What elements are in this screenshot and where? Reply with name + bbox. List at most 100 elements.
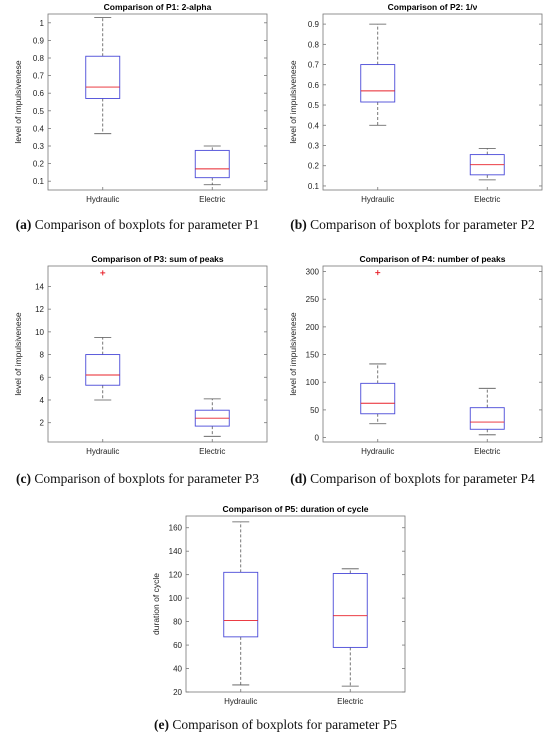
y-tick-label-p5: 80 [173, 618, 182, 627]
plot-frame-p1 [47, 13, 268, 191]
chart-panel-p5: Comparison of P5: duration of cycle 20 40 6… [138, 502, 413, 743]
y-tick-label-p5: 140 [169, 547, 183, 556]
y-tick-label-p1: 0.1 [33, 177, 45, 186]
chart-panel-p1: Comparison of P1: 2-alpha 0.1 0.2 0.3 0.4 0.5… [0, 0, 275, 243]
y-tick-label-p5: 100 [169, 594, 183, 603]
chart-panel-p2: Comparison of P2: 1/ν 0.1 0.2 0.3 0.4 0.5 0.6 0… [275, 0, 550, 243]
box-p2-hydraulic [360, 64, 396, 103]
plot-frame-p5 [185, 515, 406, 693]
box-p4-hydraulic [360, 382, 396, 415]
y-axis-label-p2: level of impulsivenese [288, 60, 298, 143]
y-tick-label-p5: 20 [173, 688, 182, 697]
y-tick-label-p3: 12 [35, 305, 44, 314]
y-tick-label-p4: 250 [306, 295, 320, 304]
y-axis-label-p3: level of impulsivenese [13, 312, 23, 395]
caption-p2: (b) Comparison of boxplots for parameter… [275, 217, 550, 233]
x-tick-label-p5: Electric [337, 697, 363, 706]
chart-title-p3: Comparison of P3: sum of peaks [91, 254, 224, 264]
y-tick-label-p1: 0.4 [33, 124, 45, 133]
chart-panel-p4: Comparison of P4: number of peaks 0 50 100 1… [275, 252, 550, 495]
caption-text-p5: Comparison of boxplots for parameter P5 [169, 717, 397, 732]
y-tick-label-p2: 0.9 [308, 20, 320, 29]
plot-frame-p3 [47, 265, 268, 443]
boxplot-p1: Comparison of P1: 2-alpha 0.1 0.2 0.3 0.4 0.5… [13, 2, 268, 204]
box-p3-hydraulic [85, 354, 121, 386]
boxplot-p5: Comparison of P5: duration of cycle 20 40 6… [151, 504, 406, 706]
x-tick-label-p2: Hydraulic [361, 195, 394, 204]
x-tick-label-p5: Hydraulic [224, 697, 257, 706]
chart-title-p1: Comparison of P1: 2-alpha [104, 2, 212, 12]
y-axis-label-p4: level of impulsivenese [288, 312, 298, 395]
chart-title-p5: Comparison of P5: duration of cycle [223, 504, 369, 514]
y-tick-label-p3: 2 [40, 419, 45, 428]
caption-p1: (a) Comparison of boxplots for parameter… [0, 217, 275, 233]
x-tick-label-p1: Electric [199, 195, 225, 204]
chart-title-p4: Comparison of P4: number of peaks [360, 254, 506, 264]
x-tick-label-p4: Electric [474, 447, 500, 456]
box-p4-electric [469, 407, 505, 430]
boxplot-p2: Comparison of P2: 1/ν 0.1 0.2 0.3 0.4 0.5 0.6 0… [288, 2, 543, 204]
caption-text-p1: Comparison of boxplots for parameter P1 [31, 217, 260, 232]
y-tick-label-p5: 120 [169, 571, 183, 580]
outlier-p3-hydraulic [100, 270, 106, 276]
x-tick-label-p3: Electric [199, 447, 225, 456]
y-tick-label-p4: 300 [306, 268, 320, 277]
caption-p3: (c) Comparison of boxplots for parameter… [0, 471, 275, 487]
y-tick-label-p3: 6 [40, 373, 45, 382]
y-tick-label-p4: 150 [306, 351, 320, 360]
y-tick-label-p5: 60 [173, 641, 182, 650]
y-tick-label-p2: 0.4 [308, 121, 320, 130]
y-tick-label-p1: 0.8 [33, 54, 45, 63]
y-tick-label-p4: 200 [306, 323, 320, 332]
y-tick-label-p2: 0.5 [308, 101, 320, 110]
y-tick-label-p1: 0.9 [33, 36, 45, 45]
y-tick-label-p1: 1 [40, 19, 45, 28]
caption-text-p3: Comparison of boxplots for parameter P3 [31, 471, 259, 486]
y-tick-label-p3: 4 [40, 396, 45, 405]
x-tick-label-p2: Electric [474, 195, 500, 204]
y-tick-label-p5: 40 [173, 665, 182, 674]
caption-p5: (e) Comparison of boxplots for parameter… [138, 717, 413, 733]
y-tick-label-p1: 0.7 [33, 72, 45, 81]
y-tick-label-p3: 10 [35, 328, 44, 337]
x-tick-label-p3: Hydraulic [86, 447, 119, 456]
caption-text-p4: Comparison of boxplots for parameter P4 [306, 471, 535, 486]
caption-p4: (d) Comparison of boxplots for parameter… [275, 471, 550, 487]
x-tick-label-p1: Hydraulic [86, 195, 119, 204]
y-axis-label-p1: level of impulsivenese [13, 60, 23, 143]
y-tick-label-p5: 160 [169, 524, 183, 533]
caption-text-p2: Comparison of boxplots for parameter P2 [306, 217, 535, 232]
y-tick-label-p1: 0.2 [33, 160, 45, 169]
plot-frame-p2 [322, 13, 543, 191]
plot-frame-p4 [322, 265, 543, 443]
chart-title-p2: Comparison of P2: 1/ν [388, 2, 478, 12]
y-tick-label-p1: 0.6 [33, 89, 45, 98]
boxplot-p4: Comparison of P4: number of peaks 0 50 100 1… [288, 254, 543, 456]
x-tick-label-p4: Hydraulic [361, 447, 394, 456]
y-tick-label-p1: 0.3 [33, 142, 45, 151]
chart-panel-p3: Comparison of P3: sum of peaks 2 4 6 8 10 12 14… [0, 252, 275, 495]
box-p5-electric [332, 573, 368, 648]
box-p1-hydraulic [85, 55, 121, 99]
caption-letter-p5: (e) [154, 717, 169, 732]
y-tick-label-p2: 0.2 [308, 162, 320, 171]
y-tick-label-p2: 0.6 [308, 81, 320, 90]
y-tick-label-p4: 0 [315, 434, 320, 443]
boxplot-p3: Comparison of P3: sum of peaks 2 4 6 8 10 12 14… [13, 254, 268, 456]
y-tick-label-p2: 0.7 [308, 61, 320, 70]
y-tick-label-p2: 0.1 [308, 182, 320, 191]
box-p5-hydraulic [223, 571, 259, 638]
caption-letter-p1: (a) [15, 217, 32, 232]
caption-letter-p3: (c) [16, 471, 31, 486]
y-tick-label-p2: 0.3 [308, 141, 320, 150]
caption-letter-p4: (d) [290, 471, 307, 486]
box-p1-electric [194, 149, 230, 179]
y-tick-label-p4: 100 [306, 378, 320, 387]
y-tick-label-p2: 0.8 [308, 40, 320, 49]
y-axis-label-p5: duration of cycle [151, 573, 161, 635]
y-tick-label-p3: 14 [35, 282, 44, 291]
y-tick-label-p1: 0.5 [33, 107, 45, 116]
caption-letter-p2: (b) [290, 217, 307, 232]
y-tick-label-p4: 50 [310, 406, 319, 415]
outlier-p4-hydraulic [375, 270, 381, 276]
